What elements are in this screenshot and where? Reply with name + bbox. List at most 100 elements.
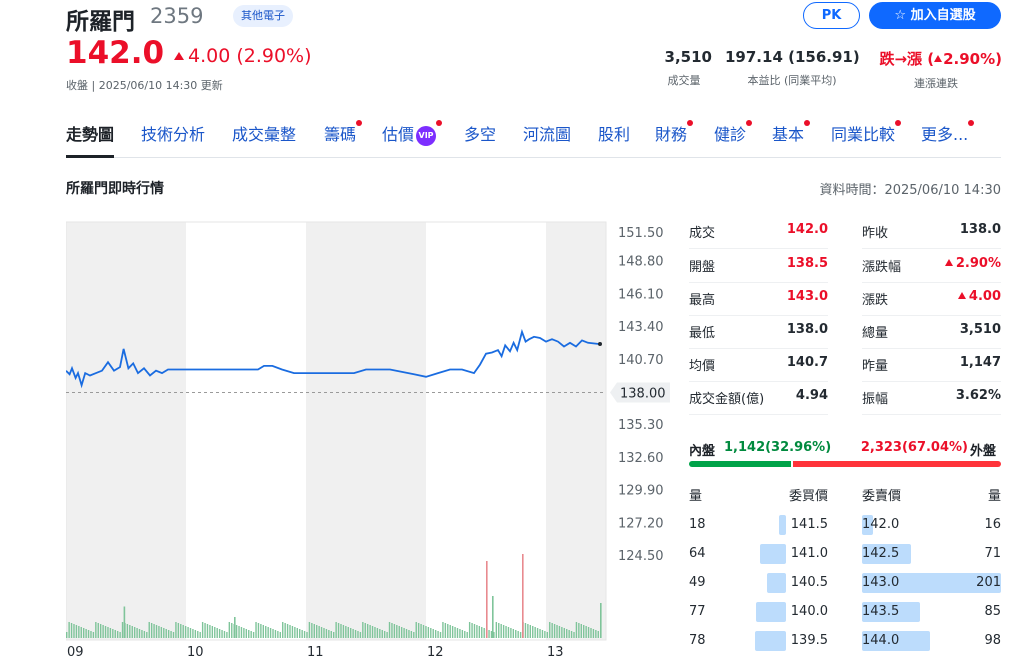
- volume-bar: [80, 627, 82, 638]
- ob-header-ask-price: 委賣價: [862, 489, 902, 504]
- ask-price: 142.0: [862, 517, 900, 532]
- volume-bar: [541, 630, 544, 638]
- volume-bar: [529, 625, 532, 638]
- volume-bar: [165, 629, 167, 638]
- volume-bar: [189, 628, 192, 638]
- volume-bar: [592, 629, 595, 638]
- volume-bar: [82, 628, 85, 638]
- volume-bar: [102, 625, 104, 638]
- volume-bar: [274, 630, 277, 638]
- tab-2[interactable]: 成交彙整: [232, 124, 296, 158]
- plot-frame: [66, 221, 607, 641]
- y-tick-label: 143.40: [618, 320, 664, 335]
- intraday-chart[interactable]: 151.50 148.80 146.10 143.40 140.70 135.30 132.…: [66, 218, 676, 661]
- volume-bar: [194, 630, 197, 638]
- quote-value: 4.94: [718, 388, 828, 403]
- tab-4[interactable]: 估價 VIP: [382, 120, 443, 158]
- quote-value-text: 138.5: [786, 256, 828, 271]
- volume-bar: [260, 624, 262, 638]
- tab-10[interactable]: 基本: [772, 120, 811, 158]
- volume-bar: [517, 631, 519, 638]
- tab-3[interactable]: 籌碼: [324, 120, 363, 158]
- volume-bar: [476, 625, 478, 638]
- last-price-dot: [598, 342, 602, 347]
- row-divider: [862, 414, 1001, 415]
- bid-qty: 64: [689, 546, 706, 561]
- volume-bar: [507, 627, 510, 638]
- volume-bar: [425, 626, 427, 638]
- y-tick-label: 135.30: [618, 418, 664, 433]
- add-watchlist-button[interactable]: ☆ 加入自選股: [869, 2, 1001, 29]
- inner-label: 內盤: [689, 444, 716, 459]
- tab-label: 籌碼: [324, 125, 357, 144]
- volume-bar: [393, 624, 396, 638]
- volume-bar: [112, 629, 114, 638]
- volume-bar: [308, 622, 311, 638]
- bid-qty: 49: [689, 575, 706, 590]
- reference-price-tag: [610, 382, 670, 403]
- volume-bar: [248, 630, 250, 638]
- tab-label: 基本: [772, 125, 805, 144]
- tab-8[interactable]: 財務: [655, 120, 694, 158]
- volume-bar: [391, 623, 393, 638]
- tab-5[interactable]: 多空: [464, 124, 496, 158]
- quote-value-text: 138.0: [786, 322, 828, 337]
- bid-volume-bar: [760, 544, 786, 564]
- x-tick-label: 11: [307, 645, 324, 660]
- volume-bar: [398, 626, 400, 638]
- volume-bar: [92, 632, 95, 638]
- volume-bar: [354, 630, 357, 638]
- volume-bar: [214, 627, 216, 638]
- quote-value: 140.7: [718, 355, 828, 370]
- tab-0[interactable]: 走勢圖: [66, 124, 115, 158]
- row-divider: [689, 381, 828, 382]
- row-divider: [862, 282, 1001, 283]
- volume-bar: [133, 627, 136, 638]
- hour-band: [306, 222, 426, 640]
- volume-bar: [488, 630, 490, 638]
- volume-bar: [129, 625, 131, 638]
- volume-bar: [471, 623, 473, 638]
- quote-label: 振幅: [862, 392, 889, 407]
- volume-bar: [495, 622, 498, 638]
- volume-bar: [311, 623, 313, 638]
- up-triangle-icon: [944, 259, 953, 266]
- volume-bar: [461, 630, 464, 638]
- volume-bar: [235, 625, 238, 638]
- volume-bar: [180, 624, 182, 638]
- tab-7[interactable]: 股利: [598, 124, 630, 158]
- quote-label: 漲跌幅: [862, 260, 902, 275]
- outer-ratio-bar: [793, 461, 1001, 467]
- volume-spike: [522, 554, 524, 638]
- tab-9[interactable]: 健診: [714, 120, 753, 158]
- volume-bar: [87, 630, 90, 638]
- volume-bar: [245, 629, 248, 638]
- volume-bar: [333, 632, 335, 638]
- ask-volume-bar: [862, 573, 1001, 593]
- volume-bar: [272, 629, 274, 638]
- tab-bar: 走勢圖 技術分析 成交彙整 籌碼 估價 VIP 多空 河流圖 股利 財務 健診 基本 同業比較 更多...: [66, 120, 1001, 158]
- volume-spike: [492, 596, 494, 638]
- volume-bar: [544, 631, 546, 638]
- volume-bar: [146, 632, 148, 638]
- tab-1[interactable]: 技術分析: [141, 124, 205, 158]
- volume-bar: [349, 628, 352, 638]
- tab-12[interactable]: 更多...: [921, 120, 975, 158]
- bid-volume-bar: [755, 602, 786, 622]
- tab-11[interactable]: 同業比較: [831, 120, 902, 158]
- volume-bar: [262, 625, 265, 638]
- volume-bar: [291, 626, 294, 638]
- tab-6[interactable]: 河流圖: [523, 124, 571, 158]
- ask-volume-bar: [862, 631, 931, 651]
- volume-bar: [405, 629, 408, 638]
- volume-bar: [172, 632, 175, 638]
- quote-value: 1,147: [891, 355, 1001, 370]
- quote-label: 最高: [689, 293, 716, 308]
- pk-button[interactable]: PK: [803, 2, 860, 29]
- volume-bar: [107, 627, 109, 638]
- volume-spike: [486, 561, 488, 638]
- volume-bar: [318, 626, 320, 638]
- industry-tag[interactable]: 其他電子: [233, 5, 293, 27]
- volume-bar: [143, 631, 146, 638]
- up-triangle-icon: [957, 292, 966, 299]
